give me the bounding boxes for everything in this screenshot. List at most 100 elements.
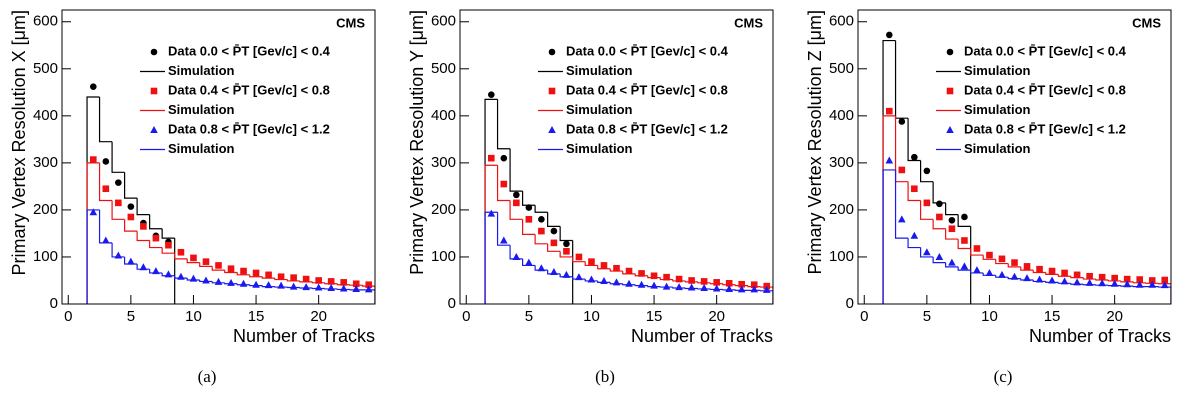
data-point <box>1148 280 1157 288</box>
data-point <box>563 240 570 248</box>
simulation-bin <box>484 211 498 304</box>
y-tick-label: 600 <box>33 13 58 30</box>
legend-label: Data 0.4 < P̄T [Gev/c] < 0.8 <box>964 82 1126 97</box>
simulation-bin <box>111 141 125 173</box>
data-point <box>165 241 172 249</box>
data-point <box>139 263 148 271</box>
data-point <box>127 213 135 221</box>
data-point <box>600 262 608 269</box>
data-point <box>1111 274 1118 282</box>
legend-label: Simulation <box>168 141 235 156</box>
data-point <box>488 154 495 162</box>
data-point <box>1161 276 1169 284</box>
data-point <box>1036 265 1043 273</box>
y-tick-label: 100 <box>431 248 456 265</box>
y-tick-label: 600 <box>431 13 456 30</box>
annotation: CMS <box>734 15 763 30</box>
simulation-bin <box>882 115 896 304</box>
simulation-bin <box>509 245 523 260</box>
simulation-bin <box>149 214 163 230</box>
simulation-bin <box>634 284 648 287</box>
simulation-bin <box>1070 283 1084 285</box>
legend-marker <box>946 48 954 56</box>
data-point <box>525 258 533 266</box>
data-point <box>365 281 373 289</box>
legend-label: Simulation <box>168 102 235 117</box>
data-point <box>675 275 683 283</box>
data-point <box>1010 272 1019 280</box>
data-point <box>512 252 521 260</box>
legend-label: Simulation <box>964 102 1031 117</box>
simulation-bin <box>249 274 263 278</box>
legend-label: Data 0.0 < P̄T [Gev/c] < 0.4 <box>566 43 729 58</box>
plot-frame <box>61 9 376 305</box>
legend-marker <box>150 87 158 95</box>
x-axis-title: Number of Tracks <box>1029 326 1171 346</box>
simulation-bin <box>98 162 113 202</box>
simulation-bin <box>186 258 200 264</box>
simulation-bin <box>361 285 375 287</box>
data-point <box>500 154 508 162</box>
y-tick-label: 300 <box>33 154 58 171</box>
simulation-bin <box>547 212 561 227</box>
simulation-bin <box>161 228 175 239</box>
data-point <box>352 280 360 288</box>
data-point <box>885 156 894 164</box>
simulation-bin <box>1020 278 1034 281</box>
y-tick-label: 400 <box>431 107 456 124</box>
simulation-bin <box>722 283 736 286</box>
data-point <box>90 156 97 163</box>
y-tick-label: 0 <box>50 295 58 312</box>
simulation-bin <box>1095 279 1109 281</box>
simulation-bin <box>547 243 561 252</box>
simulation-bin <box>747 285 761 288</box>
data-point <box>500 180 508 188</box>
simulation-bin <box>224 282 238 285</box>
simulation-bin <box>907 181 921 202</box>
data-point <box>240 267 247 275</box>
data-point <box>1061 269 1068 277</box>
data-point <box>487 209 496 217</box>
simulation-bin <box>622 271 636 275</box>
legend-label: Data 0.8 < P̄T [Gev/c] < 1.2 <box>964 121 1126 136</box>
data-point <box>115 199 122 207</box>
x-tick-label: 15 <box>1044 308 1061 325</box>
simulation-bin <box>1057 274 1071 277</box>
simulation-bin <box>224 270 238 274</box>
simulation-bin <box>945 228 959 240</box>
simulation-bin <box>174 253 188 260</box>
x-axis-title: Number of Tracks <box>233 326 375 346</box>
data-point <box>239 279 248 287</box>
data-point <box>227 265 235 273</box>
simulation-bin <box>534 234 548 245</box>
data-point <box>961 213 968 221</box>
data-point <box>1098 273 1106 281</box>
data-point <box>115 179 122 186</box>
simulation-bin <box>211 281 225 284</box>
legend-marker <box>150 48 158 56</box>
plot-frame <box>857 9 1172 305</box>
y-tick-label: 300 <box>829 154 854 171</box>
legend-label: Data 0.0 < P̄T [Gev/c] < 0.4 <box>168 43 331 58</box>
data-point <box>936 213 943 221</box>
data-point <box>1110 279 1119 287</box>
x-tick-label: 15 <box>646 308 663 325</box>
simulation-bin <box>496 165 511 202</box>
simulation-bin <box>559 251 573 258</box>
data-point <box>750 281 758 289</box>
simulation-bin <box>274 278 288 281</box>
simulation-bin <box>124 256 138 265</box>
data-point <box>327 284 335 292</box>
data-point <box>277 273 285 281</box>
simulation-bin <box>136 231 150 242</box>
x-tick-label: 0 <box>64 308 72 325</box>
legend-label: Data 0.4 < P̄T [Gev/c] < 0.8 <box>168 82 330 97</box>
data-point <box>513 199 520 207</box>
y-tick-label: 200 <box>829 201 854 218</box>
legend-label: Data 0.8 < P̄T [Gev/c] < 1.2 <box>566 121 728 136</box>
data-point <box>935 252 944 260</box>
data-point <box>1136 276 1143 283</box>
simulation-bin <box>559 273 573 278</box>
simulation-bin <box>957 214 971 227</box>
data-point <box>90 83 97 90</box>
